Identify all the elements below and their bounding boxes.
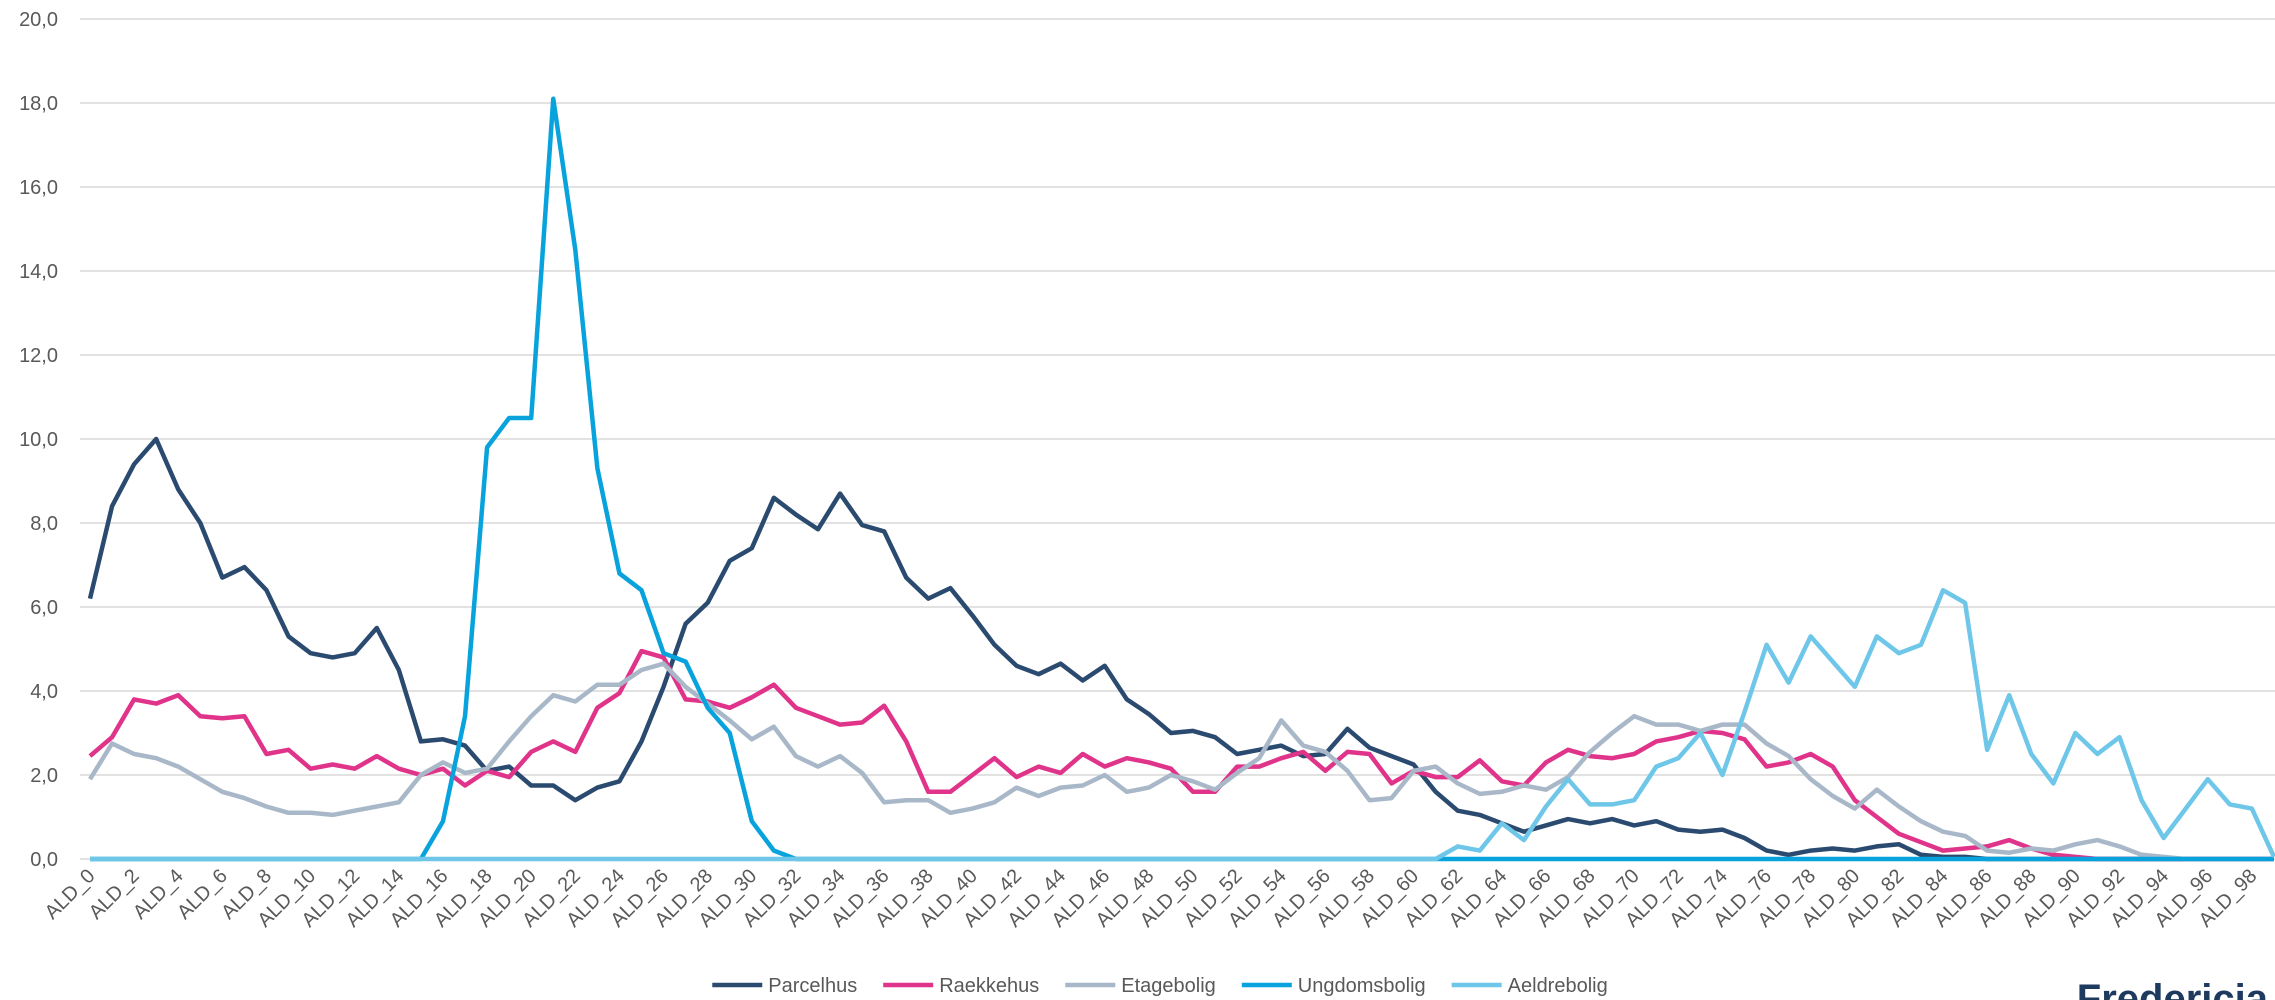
legend-label: Etagebolig <box>1121 975 1216 997</box>
y-tick-label: 8,0 <box>30 513 58 535</box>
y-tick-label: 6,0 <box>30 597 58 619</box>
series-line <box>90 587 2275 862</box>
legend-label: Parcelhus <box>768 975 857 997</box>
series-line <box>88 648 2274 862</box>
y-tick-label: 14,0 <box>19 261 58 283</box>
logo: Fredericia <box>2077 977 2269 1000</box>
legend-label: Raekkehus <box>939 975 1039 997</box>
legend: Parcelhus Raekkehus Etagebolig Ungdomsbolig… <box>712 975 1608 997</box>
y-tick-label: 0,0 <box>30 849 58 871</box>
y-tick-label: 18,0 <box>19 93 58 115</box>
y-tick-label: 12,0 <box>19 345 58 367</box>
y-tick-label: 16,0 <box>19 177 58 199</box>
series-line <box>90 96 2274 862</box>
series-line <box>87 436 2274 862</box>
legend-label: Aeldrebolig <box>1508 975 1608 997</box>
y-tick-label: 4,0 <box>30 681 58 703</box>
y-tick-label: 20,0 <box>19 9 58 31</box>
series-line <box>88 661 2274 862</box>
legend-label: Ungdomsbolig <box>1298 975 1426 997</box>
y-tick-label: 10,0 <box>19 429 58 451</box>
y-tick-label: 2,0 <box>30 765 58 787</box>
